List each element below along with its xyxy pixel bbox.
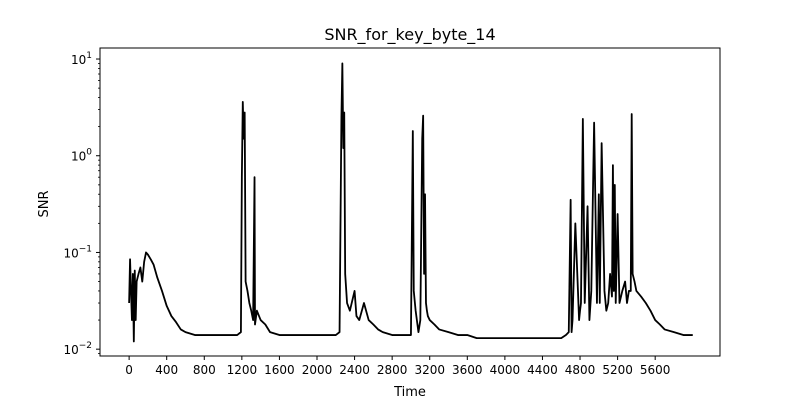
x-tick-label: 3600 xyxy=(452,363,483,377)
x-tick-label: 1600 xyxy=(264,363,295,377)
y-tick-label-exponent: 1 xyxy=(86,51,92,61)
x-tick-label: 2800 xyxy=(377,363,408,377)
y-tick-label: 10−2 xyxy=(63,341,92,357)
y-axis-title: SNR xyxy=(37,190,52,217)
chart-title: SNR_for_key_byte_14 xyxy=(324,25,495,45)
y-tick-label: 10−1 xyxy=(63,244,92,260)
x-tick-label: 5600 xyxy=(640,363,671,377)
x-tick-label: 4800 xyxy=(565,363,596,377)
x-tick-label: 3200 xyxy=(414,363,445,377)
y-tick-label: 100 xyxy=(71,148,92,164)
x-tick-label: 1200 xyxy=(227,363,258,377)
y-tick-label-base: 10 xyxy=(71,53,86,67)
x-tick-label: 5200 xyxy=(602,363,633,377)
y-tick-label-exponent: −1 xyxy=(79,244,92,254)
y-tick-label-base: 10 xyxy=(63,246,78,260)
x-tick-label: 2400 xyxy=(339,363,370,377)
y-tick-label-exponent: 0 xyxy=(86,148,92,158)
x-tick-label: 4000 xyxy=(490,363,521,377)
y-tick-label: 101 xyxy=(71,51,92,67)
plot-area xyxy=(128,62,693,343)
x-axis-title: Time xyxy=(393,385,426,400)
plot-frame xyxy=(99,47,721,357)
x-tick-label: 4400 xyxy=(527,363,558,377)
snr-series-line xyxy=(128,62,693,343)
y-tick-label-exponent: −2 xyxy=(79,341,92,351)
x-tick-label: 2000 xyxy=(302,363,333,377)
y-tick-label-base: 10 xyxy=(63,343,78,357)
x-tick-label: 800 xyxy=(193,363,216,377)
x-tick-label: 400 xyxy=(155,363,178,377)
y-tick-label-base: 10 xyxy=(71,150,86,164)
x-tick-label: 0 xyxy=(125,363,133,377)
